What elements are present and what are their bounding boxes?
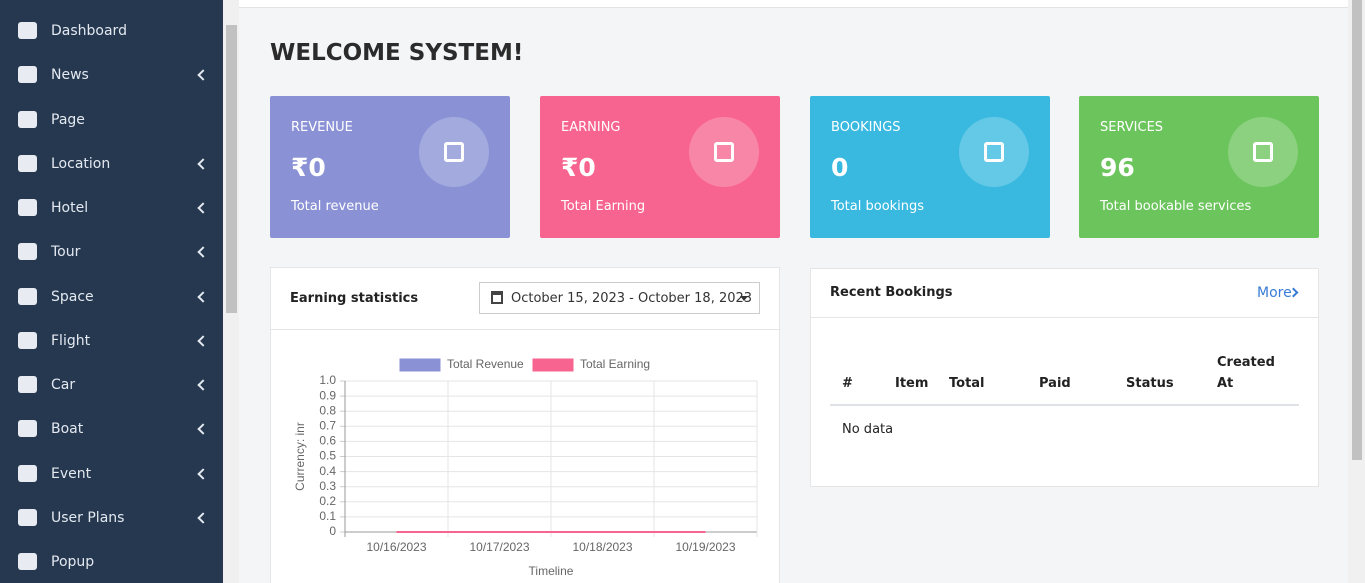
- card-icon: [984, 142, 1004, 162]
- x-tick-label: 10/16/2023: [366, 540, 426, 554]
- menu-item[interactable]: Location: [51, 155, 111, 172]
- empty-text: No data: [842, 422, 894, 437]
- x-axis-title: Timeline: [529, 564, 574, 578]
- y-tick-label: 1.0: [319, 373, 336, 387]
- card-caption: Total Earning: [561, 199, 646, 214]
- menu-item[interactable]: Hotel: [51, 200, 89, 216]
- menu-icon: [18, 66, 37, 84]
- menu-item[interactable]: Dashboard: [51, 23, 127, 39]
- stat-card: [1079, 96, 1319, 238]
- card-label: EARNING: [561, 120, 621, 135]
- x-tick-label: 10/17/2023: [469, 540, 529, 554]
- menu-icon: [18, 331, 37, 349]
- card-label: SERVICES: [1100, 120, 1164, 135]
- sidebar: [0, 0, 223, 583]
- menu-icon: [18, 22, 37, 39]
- y-tick-label: 0.5: [319, 449, 336, 463]
- card-caption: Total revenue: [291, 199, 379, 214]
- card-value: ₹0: [561, 153, 596, 182]
- legend-swatch: [532, 358, 574, 372]
- chart: 00.10.20.30.40.50.6 0.70.80.91.0 10/16/202…: [293, 357, 758, 578]
- card-value: ₹0: [291, 153, 326, 182]
- menu-icon: [18, 464, 37, 482]
- page-title: WELCOME SYSTEM!: [270, 40, 524, 66]
- y-axis-title: Currency: inr: [293, 422, 307, 491]
- table-header: Total: [949, 376, 985, 391]
- card-caption: Total bookings: [831, 199, 925, 214]
- table-header: #: [842, 376, 853, 391]
- y-tick-label: 0: [329, 524, 336, 538]
- menu-item[interactable]: User Plans: [51, 509, 125, 526]
- scroll-thumb: [226, 25, 237, 313]
- table-header: Created At: [1217, 355, 1275, 391]
- menu-item[interactable]: Car: [51, 377, 76, 393]
- menu-icon: [18, 243, 37, 261]
- card-icon: [444, 142, 464, 162]
- card-icon-circle: [419, 117, 489, 187]
- y-tick-label: 0.3: [319, 479, 336, 493]
- panel-title: Earning statistics: [290, 291, 419, 306]
- card-label: REVENUE: [291, 120, 353, 135]
- card-value: 0: [831, 153, 849, 182]
- legend-swatch: [399, 358, 441, 372]
- panel-divider: [810, 317, 1319, 318]
- stat-card: [810, 96, 1050, 238]
- card-icon-circle: [1228, 117, 1298, 187]
- menu-icon: [18, 420, 37, 438]
- menu-icon: [18, 376, 37, 393]
- right-scroll-thumb: [1352, 0, 1362, 460]
- card-icon: [1253, 142, 1273, 162]
- bookings-panel: [810, 268, 1319, 487]
- legend-label: Total Earning: [580, 357, 650, 371]
- menu-icon: [18, 199, 37, 216]
- x-tick-label: 10/18/2023: [572, 540, 632, 554]
- panel-divider: [270, 329, 780, 330]
- card-icon-circle: [689, 117, 759, 187]
- y-tick-label: 0.1: [319, 509, 336, 523]
- menu-item[interactable]: Tour: [51, 244, 81, 261]
- panel-title: Recent Bookings: [830, 285, 953, 300]
- menu-item[interactable]: Flight: [51, 332, 91, 349]
- menu-icon: [18, 110, 37, 128]
- card-value: 96: [1100, 153, 1135, 182]
- caret: [740, 296, 748, 301]
- card-icon: [714, 142, 734, 162]
- menu-item[interactable]: Boat: [51, 421, 84, 438]
- y-tick-label: 0.2: [319, 494, 336, 508]
- menu-icon: [18, 154, 37, 172]
- table-header: Item: [895, 376, 929, 391]
- card-caption: Total bookable services: [1100, 199, 1252, 214]
- topbar: [239, 0, 1348, 8]
- y-tick-label: 0.6: [319, 434, 336, 448]
- card-label: BOOKINGS: [831, 120, 901, 135]
- table-header: Paid: [1039, 376, 1071, 391]
- menu-item[interactable]: Popup: [51, 554, 95, 570]
- y-tick-label: 0.9: [319, 388, 336, 402]
- card-icon-circle: [959, 117, 1029, 187]
- y-tick-label: 0.8: [319, 403, 336, 417]
- menu-item[interactable]: Event: [51, 465, 92, 482]
- x-tick-label: 10/19/2023: [675, 540, 735, 554]
- menu-icon: [18, 508, 37, 526]
- date-range[interactable]: October 15, 2023 - October 18, 2023: [511, 291, 753, 306]
- more-link[interactable]: More: [1257, 285, 1292, 301]
- date-picker[interactable]: [479, 282, 760, 314]
- stat-card: [540, 96, 780, 238]
- earning-panel: [270, 267, 780, 583]
- menu-item[interactable]: Page: [51, 111, 85, 128]
- y-tick-label: 0.4: [319, 464, 336, 478]
- table-rule: [830, 404, 1299, 406]
- menu-item[interactable]: News: [51, 67, 89, 84]
- menu-item[interactable]: Space: [51, 288, 94, 305]
- calendar-icon: [491, 291, 503, 304]
- table-header: Status: [1126, 376, 1174, 391]
- y-tick-label: 0.7: [319, 418, 336, 432]
- stat-card: [270, 96, 510, 238]
- legend-label: Total Revenue: [447, 357, 524, 371]
- menu-icon: [18, 287, 37, 305]
- menu-icon: [18, 553, 37, 570]
